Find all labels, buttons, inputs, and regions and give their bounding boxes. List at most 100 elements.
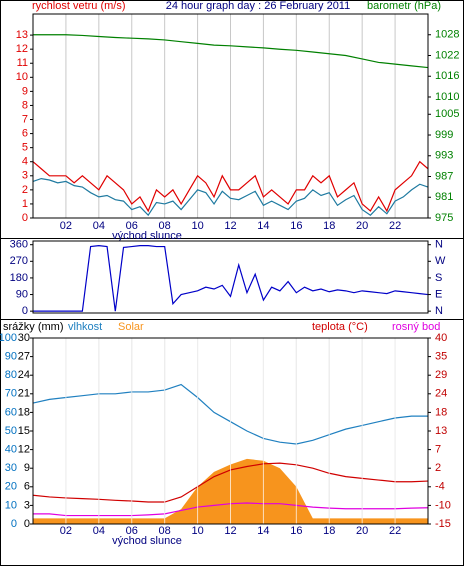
x-tick-label: 16: [290, 525, 302, 537]
sunrise-label: východ slunce: [112, 535, 182, 547]
y-tick-label: 8: [22, 99, 28, 111]
y2-axis-title: barometr (hPa): [367, 0, 441, 12]
y-tick-label: 270: [10, 255, 28, 267]
y-tick-label: 11: [17, 57, 28, 69]
y-tick-label: 6: [22, 127, 28, 139]
y-tick-label: 360: [10, 239, 28, 251]
plot-frame: [32, 240, 429, 314]
y3-tick-label: 9: [24, 462, 30, 474]
y3-tick-label: 24: [18, 369, 30, 381]
series-line: [33, 245, 429, 312]
y-tick-label: 12: [16, 43, 28, 55]
y-tick-label: 7: [435, 444, 441, 456]
y-tick-label: 1016: [435, 70, 459, 82]
y-tick-label: -15: [435, 518, 451, 530]
y3-tick-label: 0: [24, 518, 30, 530]
y-tick-label: 70: [5, 388, 17, 400]
y3-tick-label: 27: [18, 351, 30, 363]
plot-frame: [32, 337, 429, 525]
y-tick-label: 7: [22, 113, 28, 125]
x-tick-label: 12: [224, 220, 236, 232]
y-tick-label: 10: [5, 499, 17, 511]
x-tick-label: 06: [126, 220, 138, 232]
x-tick-label: 04: [93, 525, 105, 537]
y-tick-label: 1: [22, 198, 28, 210]
y3-tick-label: 15: [18, 425, 30, 437]
y-tick-label: 0: [22, 305, 28, 317]
y-tick-label: E: [435, 288, 442, 300]
x-tick-label: 14: [257, 220, 269, 232]
y-tick-label: W: [435, 255, 446, 267]
y-tick-label: 18: [435, 406, 447, 418]
x-tick-label: 22: [389, 220, 401, 232]
y-tick-label: 1010: [435, 91, 459, 103]
y-tick-label: 35: [435, 351, 447, 363]
y-tick-label: 1028: [435, 29, 459, 41]
y-tick-label: 993: [435, 150, 453, 162]
plot-frame: [32, 13, 429, 219]
sunrise-label: východ slunce: [112, 230, 182, 242]
y-tick-label: 60: [5, 406, 17, 418]
y-tick-label: 999: [435, 129, 453, 141]
x-tick-label: 14: [257, 525, 269, 537]
y-tick-label: 180: [10, 272, 28, 284]
y-tick-label: 90: [16, 288, 28, 300]
y3-tick-label: 21: [18, 388, 30, 400]
y-tick-label: 2: [22, 184, 28, 196]
y-tick-label: 40: [435, 332, 447, 344]
y-tick-label: 975: [435, 212, 453, 224]
y-tick-label: 1022: [435, 49, 459, 61]
y3-axis-title: srážky (mm): [3, 321, 64, 333]
y-tick-label: 2: [435, 462, 441, 474]
x-tick-label: 16: [290, 220, 302, 232]
x-tick-label: 10: [191, 220, 203, 232]
y-tick-label: 981: [435, 191, 453, 203]
x-tick-label: 18: [323, 525, 335, 537]
legend-entry: teplota (°C): [312, 321, 368, 333]
y3-tick-label: 18: [18, 406, 30, 418]
x-tick-label: 20: [356, 525, 368, 537]
y3-tick-label: 30: [18, 332, 30, 344]
plot-area: [33, 241, 428, 313]
series-line: [33, 34, 429, 69]
y-tick-label: 50: [5, 425, 17, 437]
series-line: [32, 177, 429, 217]
y-tick-label: S: [435, 272, 442, 284]
y3-tick-label: 3: [24, 499, 30, 511]
y-tick-label: 9: [22, 85, 28, 97]
y-tick-label: -4: [435, 481, 445, 493]
x-tick-label: 20: [356, 220, 368, 232]
y-tick-label: 10: [16, 71, 28, 83]
y-tick-label: 0: [11, 518, 17, 530]
legend-entry: Solar: [118, 321, 144, 333]
y3-tick-label: 6: [24, 481, 30, 493]
y-tick-label: 5: [22, 142, 28, 154]
y-tick-label: 30: [5, 462, 17, 474]
y-tick-label: 100: [0, 332, 17, 344]
y-tick-label: 3: [22, 170, 28, 182]
y-tick-label: 987: [435, 170, 453, 182]
y-tick-label: 20: [5, 481, 17, 493]
x-tick-label: 02: [60, 525, 72, 537]
x-tick-label: 18: [323, 220, 335, 232]
y-tick-label: 13: [16, 29, 28, 41]
x-tick-label: 12: [224, 525, 236, 537]
x-tick-label: 22: [389, 525, 401, 537]
y-tick-label: N: [435, 305, 443, 317]
x-tick-label: 06: [126, 525, 138, 537]
x-tick-label: 04: [93, 220, 105, 232]
y-tick-label: 29: [435, 369, 447, 381]
y-tick-label: 1005: [435, 108, 459, 120]
series-line: [32, 160, 429, 213]
x-tick-label: 02: [60, 220, 72, 232]
legend-entry: rosný bod: [392, 321, 440, 333]
y-axis-title: rychlost vetru (m/s): [32, 0, 126, 12]
x-tick-label: 08: [159, 220, 171, 232]
y-tick-label: -10: [435, 499, 451, 511]
y-tick-label: 4: [22, 156, 28, 168]
y3-tick-label: 12: [18, 444, 30, 456]
x-tick-label: 08: [159, 525, 171, 537]
y-tick-label: 0: [22, 212, 28, 224]
